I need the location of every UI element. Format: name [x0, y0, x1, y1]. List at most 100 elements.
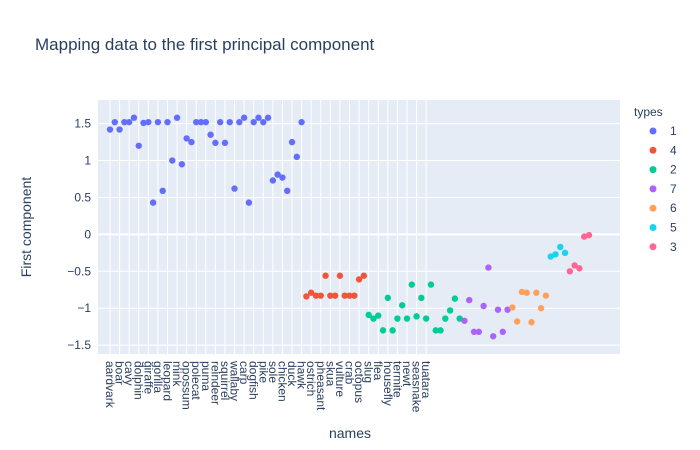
data-point: [269, 177, 277, 184]
data-point: [547, 253, 554, 260]
data-point: [576, 265, 583, 272]
data-point: [284, 187, 291, 195]
x-axis-ticks: aardvarkboarcavydolphingiraffegorillaleo…: [103, 360, 433, 413]
data-point: [571, 262, 578, 269]
data-point: [260, 118, 267, 126]
data-point: [561, 249, 569, 257]
legend-marker[interactable]: [649, 243, 657, 251]
data-point: [585, 231, 593, 239]
legend-label[interactable]: 3: [670, 240, 677, 254]
data-point: [557, 243, 564, 251]
data-point: [394, 315, 401, 322]
data-point: [327, 292, 334, 299]
series-7: [461, 264, 511, 340]
data-point: [288, 138, 296, 146]
data-point: [355, 276, 363, 283]
x-tick-label: puma: [199, 361, 213, 391]
x-tick-label: dolphin: [132, 361, 146, 400]
x-tick-label: termite: [390, 361, 404, 398]
data-point: [193, 118, 200, 126]
x-tick-label: wallaby: [228, 360, 242, 401]
data-point: [169, 157, 176, 164]
x-tick-label: polecat: [189, 361, 203, 400]
data-point: [197, 118, 205, 126]
data-point: [351, 292, 358, 299]
y-axis-ticks: −1.5 −1 −0.5 0 0.5 1 1.5: [67, 117, 91, 353]
legend-marker[interactable]: [649, 127, 657, 135]
series-1: [106, 114, 305, 206]
x-tick-label: tuatara: [419, 361, 433, 399]
data-point: [322, 272, 329, 279]
x-tick-label: sole: [266, 361, 280, 383]
x-tick-label: opossum: [180, 361, 194, 410]
data-point: [432, 327, 439, 334]
data-point: [231, 185, 238, 192]
legend-marker[interactable]: [649, 146, 657, 154]
legend-marker[interactable]: [649, 204, 657, 212]
legend-label[interactable]: 2: [670, 163, 677, 177]
data-point: [111, 118, 118, 126]
data-point: [298, 118, 305, 126]
data-point: [154, 118, 162, 126]
x-tick-label: gorilla: [151, 361, 165, 393]
data-point: [480, 302, 487, 310]
data-point: [370, 315, 377, 322]
data-point: [365, 311, 372, 319]
x-tick-label: mink: [170, 361, 184, 387]
x-tick-label: pheasant: [314, 361, 328, 411]
y-tick-label: −1: [77, 301, 91, 315]
legend-label[interactable]: 6: [670, 201, 677, 215]
data-point: [470, 328, 478, 336]
data-point: [552, 251, 559, 258]
data-point: [226, 118, 233, 126]
y-tick-label: 1.5: [74, 117, 91, 131]
x-tick-label: carp: [237, 361, 251, 385]
data-point: [379, 327, 387, 334]
data-point: [375, 312, 382, 319]
data-point: [178, 161, 186, 168]
legend-marker[interactable]: [649, 166, 657, 174]
data-points: [106, 114, 593, 340]
data-point: [509, 304, 516, 311]
x-tick-label: aardvark: [103, 361, 117, 409]
data-point: [121, 118, 128, 126]
data-point: [264, 114, 272, 121]
y-tick-label: 0.5: [74, 190, 91, 204]
x-tick-label: newt: [400, 361, 414, 387]
x-tick-label: giraffe: [141, 361, 155, 394]
legend-label[interactable]: 7: [670, 182, 677, 196]
x-tick-label: leopard: [160, 361, 174, 401]
x-tick-label: duck: [285, 361, 299, 387]
legend-label[interactable]: 5: [670, 221, 677, 235]
data-point: [475, 328, 483, 336]
x-tick-label: cavy: [122, 361, 136, 386]
data-point: [149, 199, 157, 206]
data-point: [456, 315, 463, 322]
data-point: [250, 118, 257, 126]
data-point: [490, 333, 497, 340]
data-point: [341, 292, 348, 299]
x-tick-label: boar: [113, 361, 127, 385]
data-point: [145, 118, 152, 126]
legend-label[interactable]: 1: [670, 124, 677, 138]
data-point: [188, 138, 195, 146]
chart-title: Mapping data to the first principal comp…: [35, 35, 375, 54]
x-tick-label: hawk: [295, 361, 309, 390]
data-point: [537, 305, 545, 312]
data-point: [312, 292, 320, 299]
data-point: [307, 289, 315, 296]
legend-label[interactable]: 4: [670, 143, 677, 157]
x-tick-label: slug: [362, 361, 376, 383]
legend-marker[interactable]: [649, 224, 657, 231]
x-tick-label: vulture: [333, 361, 347, 397]
x-tick-label: ostrich: [304, 361, 318, 396]
x-tick-label: pike: [256, 361, 270, 383]
data-point: [518, 288, 526, 296]
series-6: [509, 288, 550, 326]
data-point: [303, 293, 310, 300]
data-point: [140, 119, 147, 127]
data-point: [164, 118, 171, 126]
data-point: [173, 114, 181, 121]
legend-marker[interactable]: [649, 185, 657, 193]
x-tick-label: dogfish: [247, 361, 261, 400]
